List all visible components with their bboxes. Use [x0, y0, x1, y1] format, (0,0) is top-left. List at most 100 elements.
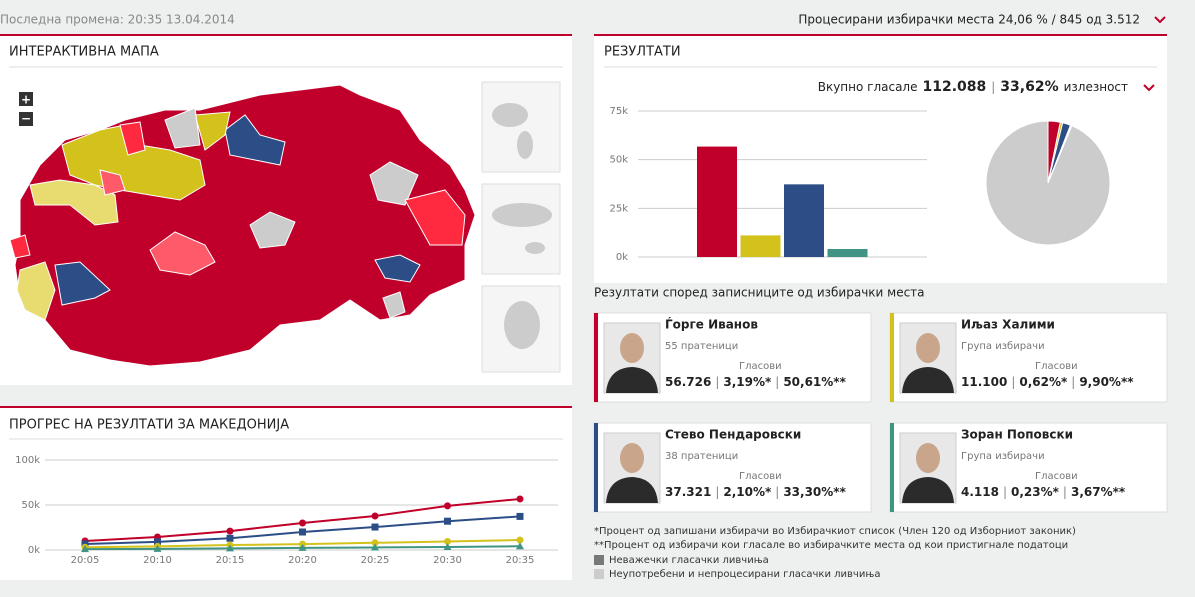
turnout-total: 112.088: [922, 79, 986, 95]
chevron[interactable]: [1154, 16, 1166, 24]
turnout-percent: 33,62%: [1000, 79, 1058, 95]
y-tick-label: 0k: [28, 545, 40, 556]
separator: |: [1011, 375, 1015, 389]
map-region[interactable]: [54, 261, 111, 306]
x-tick-label: 20:30: [433, 555, 462, 566]
y-tick-label: 25k: [609, 203, 628, 214]
panel-border: [0, 34, 572, 36]
candidate-group: 38 пратеници: [665, 451, 738, 462]
pct-voted: 50,61%**: [783, 375, 846, 389]
map-region[interactable]: [149, 231, 216, 276]
turnout-label: Вкупно гласале: [818, 80, 918, 94]
separator: |: [775, 375, 779, 389]
photo-head: [916, 443, 940, 473]
legend-swatch: [594, 555, 604, 565]
x-tick-label: 20:10: [143, 555, 172, 566]
map-region[interactable]: [249, 211, 296, 249]
chevron[interactable]: [1143, 84, 1155, 92]
map-region[interactable]: [382, 291, 406, 319]
turnout: Вкупно гласале 112.088 | 33,62% излезност: [818, 79, 1128, 95]
continent: [525, 242, 545, 254]
point: [226, 534, 234, 542]
candidate-group: 55 пратеници: [665, 341, 738, 352]
pct-registered: 0,62%*: [1019, 375, 1068, 389]
map-region[interactable]: [194, 111, 231, 151]
world-thumb[interactable]: [481, 81, 561, 173]
zoom-out-button[interactable]: [19, 112, 33, 126]
point: [444, 502, 451, 510]
point: [226, 527, 234, 535]
bar: [697, 146, 737, 257]
world-selector[interactable]: [481, 81, 561, 373]
point: [154, 538, 161, 546]
photo-head: [916, 333, 940, 363]
point: [226, 544, 234, 552]
world-thumb[interactable]: [481, 183, 561, 275]
separator: |: [1003, 485, 1007, 499]
bar: [784, 184, 824, 257]
point: [81, 545, 89, 553]
x-tick-label: 20:05: [71, 555, 100, 566]
votes: 4.118: [961, 485, 999, 499]
point: [516, 542, 524, 550]
continent: [492, 203, 552, 227]
votes-label: Гласови: [1035, 471, 1078, 482]
processed-info: Процесирани избирачки места 24,06 % / 84…: [798, 13, 1140, 27]
pct-voted: 9,90%**: [1079, 375, 1134, 389]
pie-slice: [985, 120, 1111, 246]
votes-label: Гласови: [1035, 361, 1078, 372]
y-tick-label: 0k: [616, 252, 628, 263]
pct-registered: 2,10%*: [723, 485, 772, 499]
map-region[interactable]: [369, 161, 419, 206]
map-region[interactable]: [119, 121, 146, 156]
pct-registered: 0,23%*: [1011, 485, 1060, 499]
footnote: **Процент од избирачи кои гласале во изб…: [594, 540, 1068, 551]
zoom-in-button[interactable]: [19, 92, 33, 106]
legend-label: Неупотребени и непроцесирани гласачки ли…: [609, 569, 880, 580]
separator: |: [715, 485, 719, 499]
separator: |: [991, 80, 995, 94]
zoom-in[interactable]: +: [21, 93, 31, 107]
map-region[interactable]: [164, 107, 201, 149]
separator: |: [1071, 375, 1075, 389]
candidate-stats: 4.118 | 0,23%* | 3,67%**: [961, 485, 1126, 499]
photo-head: [620, 443, 644, 473]
zoom-out[interactable]: −: [21, 112, 31, 126]
card-accent: [890, 423, 894, 512]
card-accent: [594, 423, 598, 512]
map-region[interactable]: [99, 169, 126, 196]
point: [444, 537, 451, 545]
x-tick-label: 20:35: [506, 555, 535, 566]
point: [443, 542, 452, 550]
map-region[interactable]: [9, 234, 31, 259]
point: [153, 544, 162, 552]
last-update: Последна промена: 20:35 13.04.2014: [0, 13, 235, 27]
map-region[interactable]: [16, 261, 56, 321]
votes-label: Гласови: [739, 361, 782, 372]
continent: [504, 301, 540, 349]
point: [299, 519, 306, 527]
photo-body: [902, 367, 954, 393]
candidate-name: Стево Пендаровски: [665, 428, 801, 442]
pct-voted: 3,67%**: [1071, 485, 1126, 499]
bar: [740, 235, 781, 257]
legend-label: Неважечки гласачки ливчиња: [609, 555, 769, 566]
map[interactable]: [9, 84, 476, 367]
photo-head: [620, 333, 644, 363]
candidate-stats: 56.726 | 3,19%* | 50,61%**: [665, 375, 847, 389]
x-tick-label: 20:15: [216, 555, 245, 566]
map-region[interactable]: [29, 179, 119, 226]
map-region[interactable]: [374, 254, 421, 283]
panel-border: [594, 34, 1167, 36]
pct-registered: 3,19%*: [723, 375, 772, 389]
map-region[interactable]: [404, 189, 466, 246]
panel-title: РЕЗУЛТАТИ: [604, 45, 681, 60]
x-tick-label: 20:20: [288, 555, 317, 566]
card-accent: [890, 313, 894, 402]
bar: [827, 248, 868, 257]
candidate-group: Група избирачи: [961, 341, 1045, 352]
map-region[interactable]: [224, 114, 286, 166]
panel-title: ИНТЕРАКТИВНА МАПА: [9, 45, 159, 60]
x-tick-label: 20:25: [361, 555, 390, 566]
